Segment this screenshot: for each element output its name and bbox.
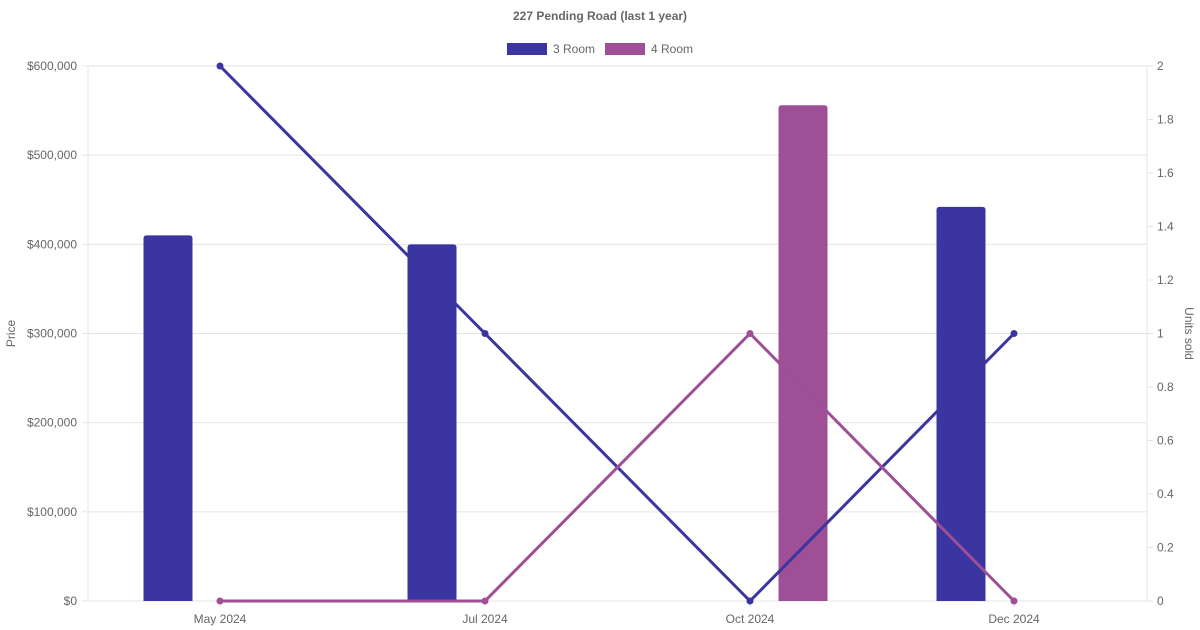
- legend-swatch-3-room: [506, 43, 547, 55]
- bar-3-room: [407, 244, 457, 602]
- right-axis-title: Units sold: [1182, 307, 1196, 360]
- right-tick-label: 0.2: [1157, 541, 1174, 555]
- right-tick-label: 1.6: [1157, 166, 1174, 180]
- x-tick-label: May 2024: [194, 612, 247, 626]
- left-tick-label: $0: [64, 594, 78, 608]
- left-tick-label: $400,000: [27, 237, 77, 251]
- x-tick-label: Jul 2024: [462, 612, 508, 626]
- point-3-room: [746, 597, 754, 605]
- chart-legend: 3 Room 4 Room: [0, 42, 1200, 56]
- legend-label-4-room: 4 Room: [651, 42, 694, 56]
- legend-item-4-room[interactable]: 4 Room: [605, 42, 693, 56]
- point-4-room: [216, 597, 224, 605]
- left-tick-label: $300,000: [27, 327, 77, 341]
- left-tick-label: $100,000: [27, 505, 77, 519]
- right-tick-label: 1.2: [1157, 273, 1174, 287]
- left-axis-title: Price: [4, 320, 18, 348]
- legend-item-3-room[interactable]: 3 Room: [506, 42, 595, 56]
- right-tick-label: 0: [1157, 594, 1164, 608]
- line-4-room: [220, 331, 1016, 603]
- point-3-room: [481, 330, 489, 337]
- right-tick-label: 0.6: [1157, 434, 1174, 448]
- right-tick-label: 2: [1157, 59, 1164, 73]
- chart-title: 227 Pending Road (last 1 year): [512, 9, 688, 23]
- right-tick-label: 0.4: [1157, 487, 1174, 501]
- right-tick-label: 1.8: [1157, 113, 1174, 127]
- bar-3-room: [936, 206, 986, 601]
- right-tick-label: 1.4: [1157, 220, 1174, 234]
- point-3-room: [216, 62, 224, 70]
- right-tick-label: 1: [1157, 327, 1164, 341]
- left-tick-label: $500,000: [27, 148, 77, 162]
- point-3-room: [1010, 330, 1018, 337]
- point-4-room: [746, 330, 754, 337]
- legend-label-3-room: 3 Room: [552, 42, 595, 56]
- x-tick-label: Oct 2024: [726, 612, 775, 626]
- x-tick-label: Dec 2024: [988, 612, 1040, 626]
- bar-3-room: [143, 235, 193, 601]
- left-tick-label: $200,000: [27, 416, 77, 430]
- left-tick-label: $600,000: [27, 59, 77, 73]
- point-4-room: [1010, 597, 1018, 605]
- legend-swatch-4-room: [605, 43, 645, 55]
- point-4-room: [481, 597, 489, 605]
- right-tick-label: 0.8: [1157, 380, 1174, 394]
- bar-4-room: [778, 105, 828, 601]
